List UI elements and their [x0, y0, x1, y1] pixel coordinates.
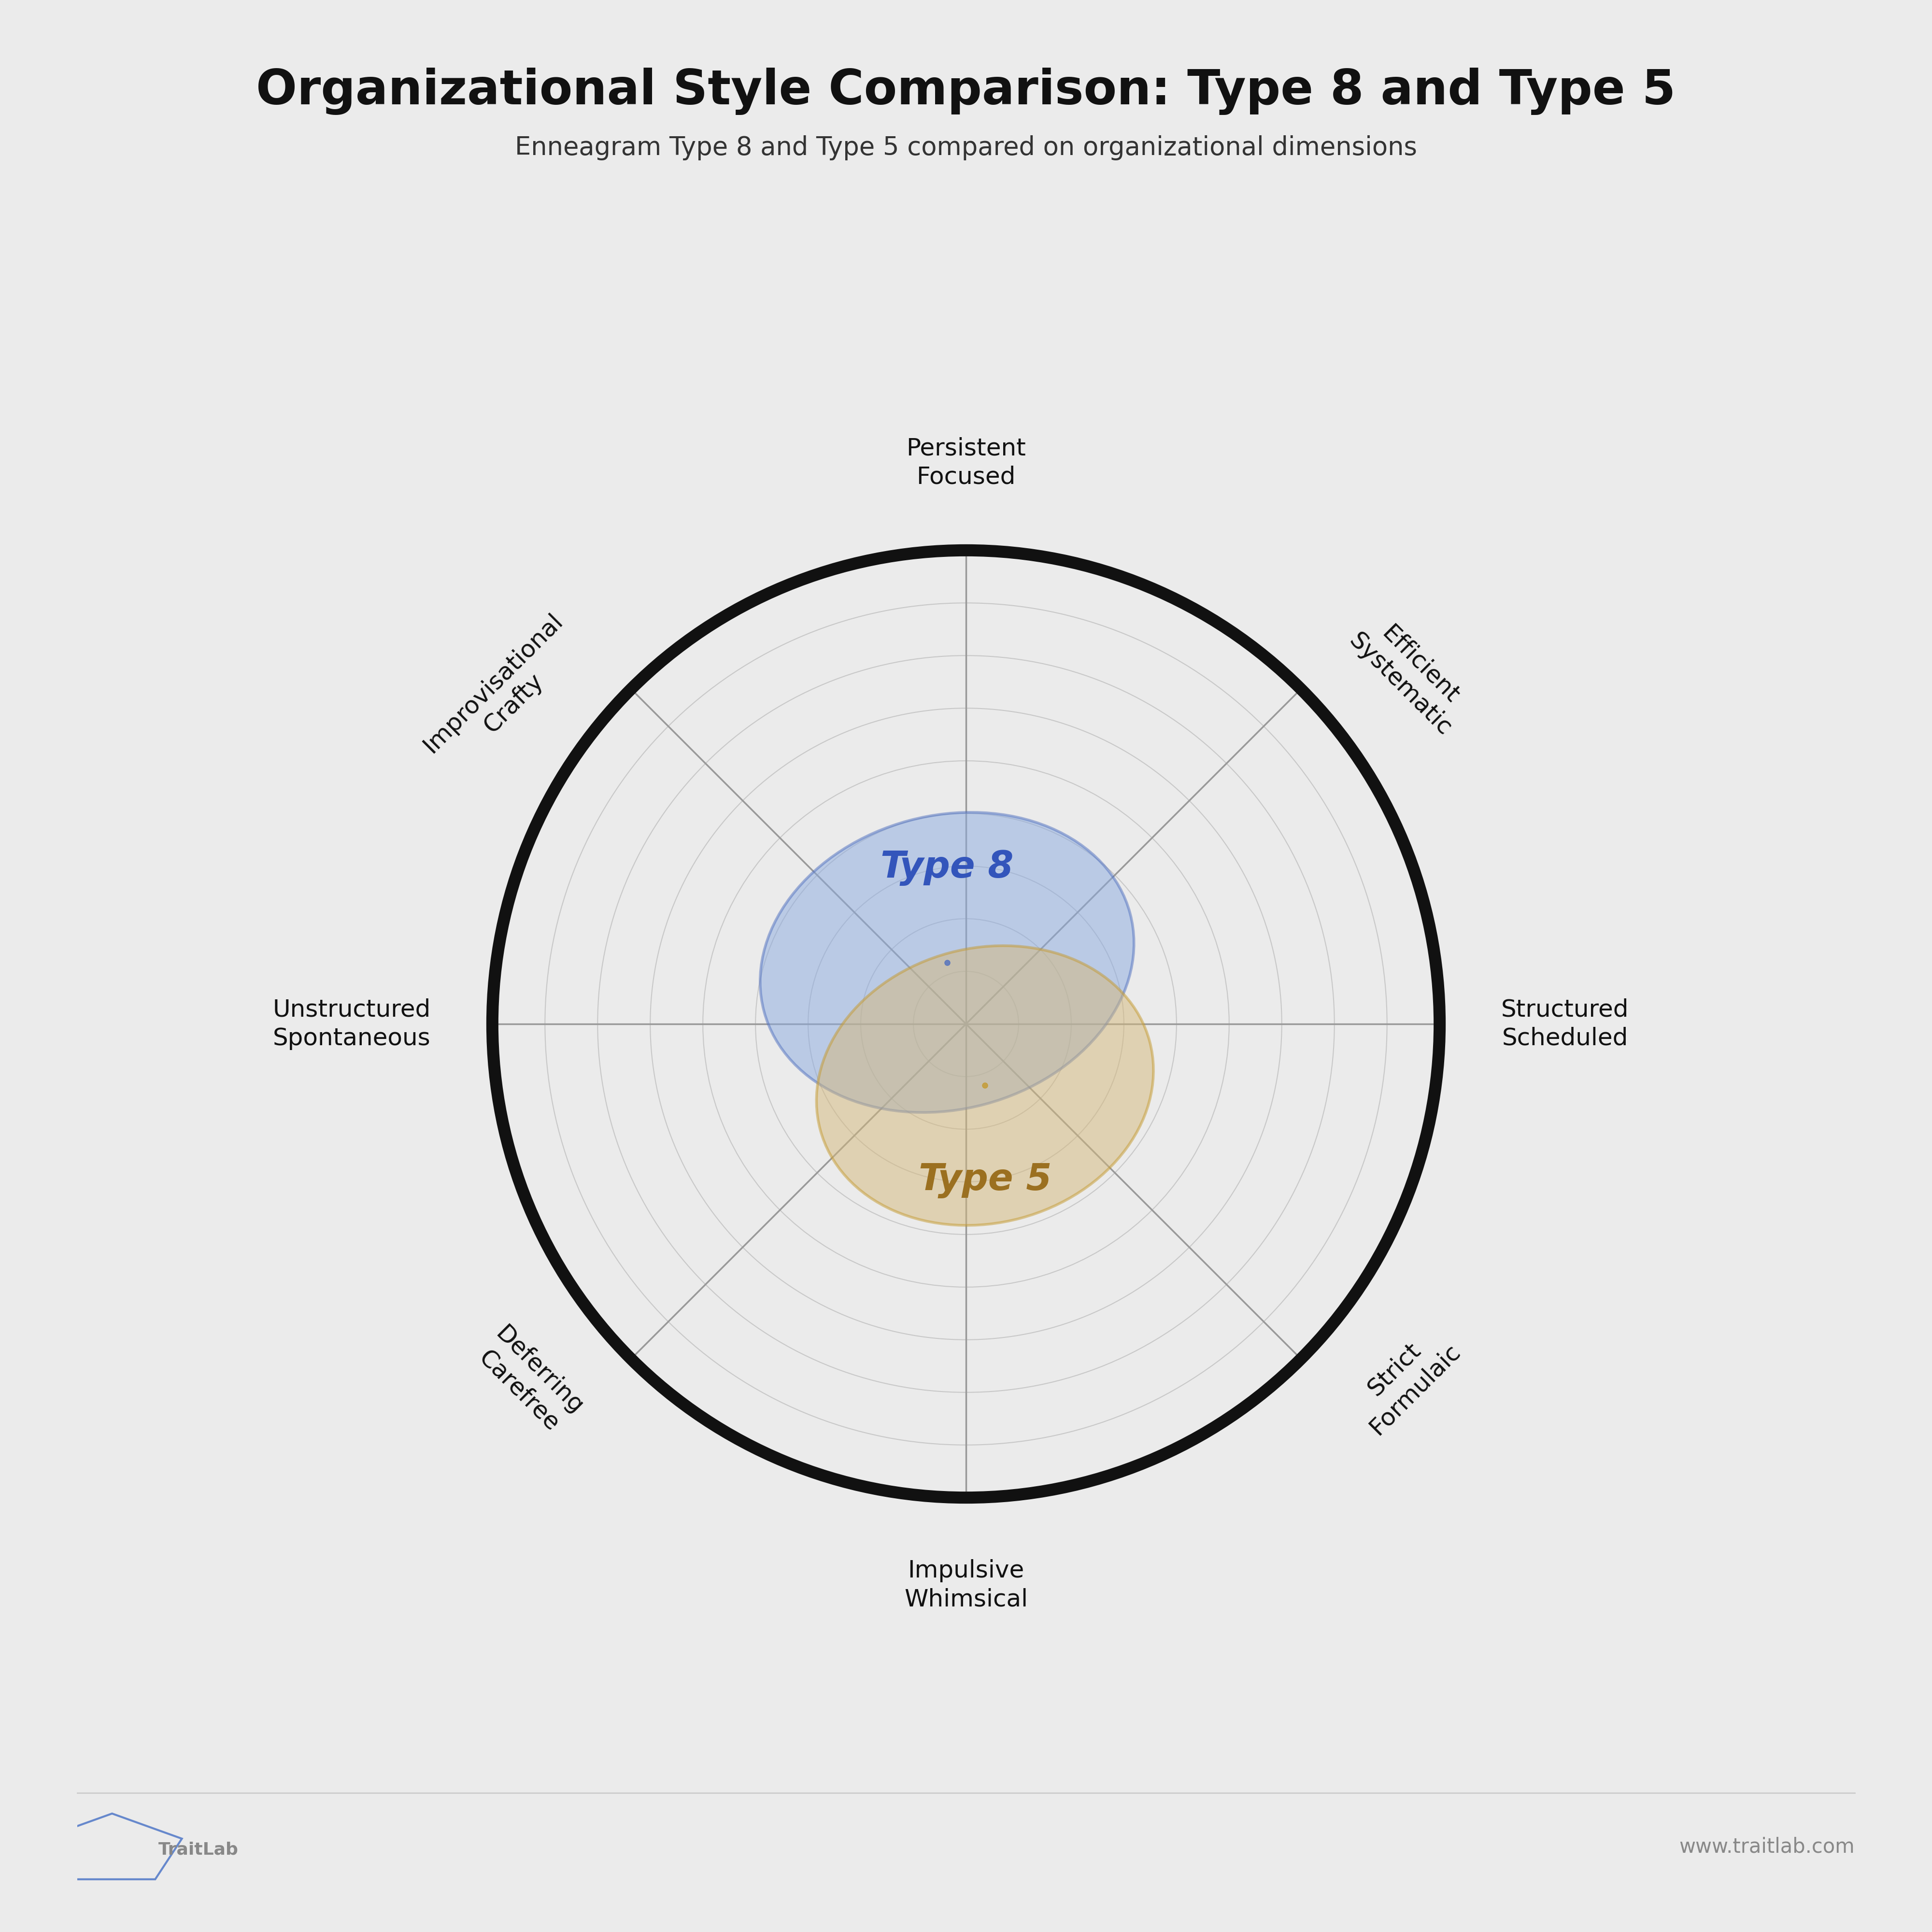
Text: Persistent
Focused: Persistent Focused — [906, 437, 1026, 489]
Text: Deferring
Carefree: Deferring Carefree — [471, 1321, 587, 1439]
Text: Unstructured
Spontaneous: Unstructured Spontaneous — [272, 999, 431, 1049]
Text: Enneagram Type 8 and Type 5 compared on organizational dimensions: Enneagram Type 8 and Type 5 compared on … — [514, 135, 1418, 160]
Text: Type 8: Type 8 — [881, 850, 1014, 885]
Text: Type 5: Type 5 — [918, 1163, 1051, 1198]
Text: Impulsive
Whimsical: Impulsive Whimsical — [904, 1559, 1028, 1611]
Ellipse shape — [817, 945, 1153, 1225]
Text: TraitLab: TraitLab — [158, 1841, 238, 1859]
Text: Improvisational
Crafty: Improvisational Crafty — [419, 609, 587, 777]
Text: www.traitlab.com: www.traitlab.com — [1679, 1837, 1855, 1857]
Text: Strict
Formulaic: Strict Formulaic — [1345, 1320, 1464, 1439]
Text: Structured
Scheduled: Structured Scheduled — [1501, 999, 1629, 1049]
Text: Organizational Style Comparison: Type 8 and Type 5: Organizational Style Comparison: Type 8 … — [257, 68, 1675, 116]
Ellipse shape — [759, 811, 1134, 1113]
Text: Efficient
Systematic: Efficient Systematic — [1345, 609, 1476, 740]
